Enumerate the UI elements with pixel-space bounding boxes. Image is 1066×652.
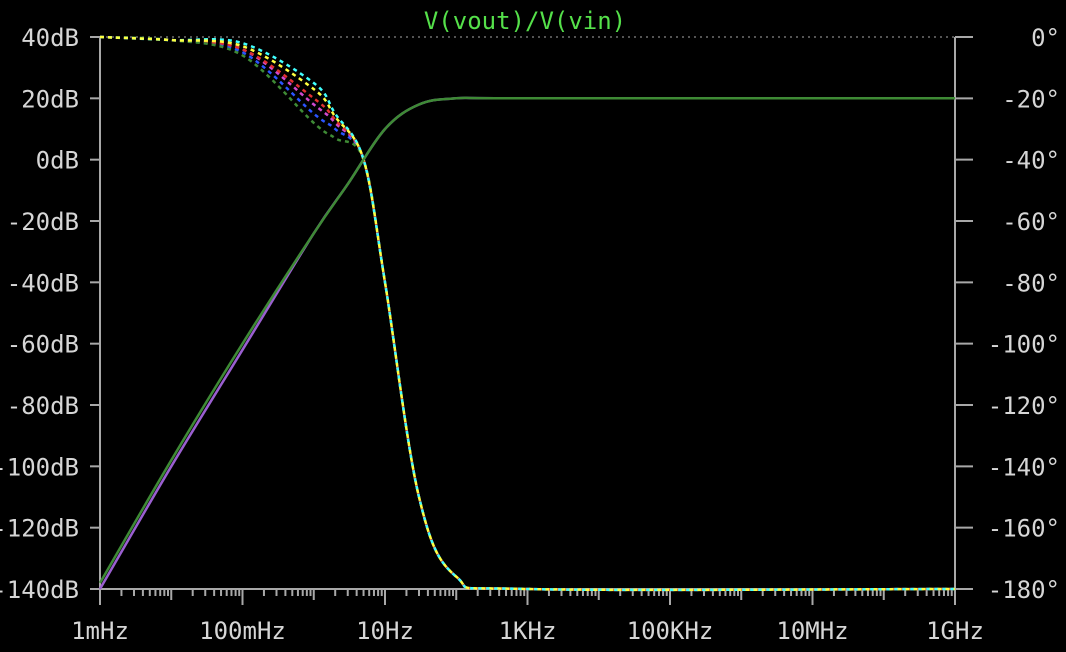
y-left-tick-label: 40dB xyxy=(21,24,79,52)
magnitude-curve xyxy=(98,96,955,584)
x-tick-label: 1mHz xyxy=(71,617,129,645)
phase-curve xyxy=(99,35,956,592)
y-left-tick-label: -120dB xyxy=(0,515,79,543)
curves xyxy=(98,35,956,592)
x-tick-label: 10Hz xyxy=(356,617,414,645)
y-left-tick-label: 0dB xyxy=(36,147,79,175)
y-right-tick-label: -60° xyxy=(1002,208,1060,236)
y-axis-right: 0° -20° -40° -60° -80° -100° -120° -140° -160° -1… xyxy=(955,24,1060,604)
y-right-tick-label: -80° xyxy=(1002,269,1060,297)
y-right-tick-label: -140° xyxy=(988,453,1060,481)
y-right-tick-label: -180° xyxy=(988,576,1060,604)
chart-title: V(vout)/V(vin) xyxy=(424,7,626,35)
plot-frame xyxy=(99,36,956,590)
x-tick-label: 1GHz xyxy=(926,617,984,645)
y-left-tick-label: -80dB xyxy=(7,392,79,420)
y-right-tick-label: -120° xyxy=(988,392,1060,420)
y-left-tick-label: -100dB xyxy=(0,453,79,481)
x-axis: 1mHz 100mHz 10Hz 1KHz 100KHz 10MHz 1GHz xyxy=(71,589,984,645)
phase-curve xyxy=(99,35,956,592)
y-right-tick-label: -20° xyxy=(1002,85,1060,113)
x-tick-label: 100mHz xyxy=(199,617,286,645)
y-right-tick-label: 0° xyxy=(1031,24,1060,52)
x-tick-label: 1KHz xyxy=(499,617,557,645)
phase-curve xyxy=(99,35,956,592)
y-left-tick-label: -60dB xyxy=(7,331,79,359)
phase-curve xyxy=(99,35,956,592)
y-left-tick-label: -40dB xyxy=(7,269,79,297)
x-tick-label: 100KHz xyxy=(627,617,714,645)
magnitude-curve xyxy=(98,96,955,590)
x-tick-label: 10MHz xyxy=(776,617,848,645)
y-right-tick-label: -160° xyxy=(988,515,1060,543)
phase-curve xyxy=(99,35,956,592)
y-right-tick-label: -40° xyxy=(1002,147,1060,175)
y-right-tick-label: -100° xyxy=(988,331,1060,359)
y-left-tick-label: -20dB xyxy=(7,208,79,236)
y-left-tick-label: 20dB xyxy=(21,85,79,113)
phase-curve xyxy=(99,35,956,592)
y-left-tick-label: -140dB xyxy=(0,576,79,604)
y-axis-left: 40dB 20dB 0dB -20dB -40dB -60dB -80dB -100dB -12… xyxy=(0,24,100,604)
